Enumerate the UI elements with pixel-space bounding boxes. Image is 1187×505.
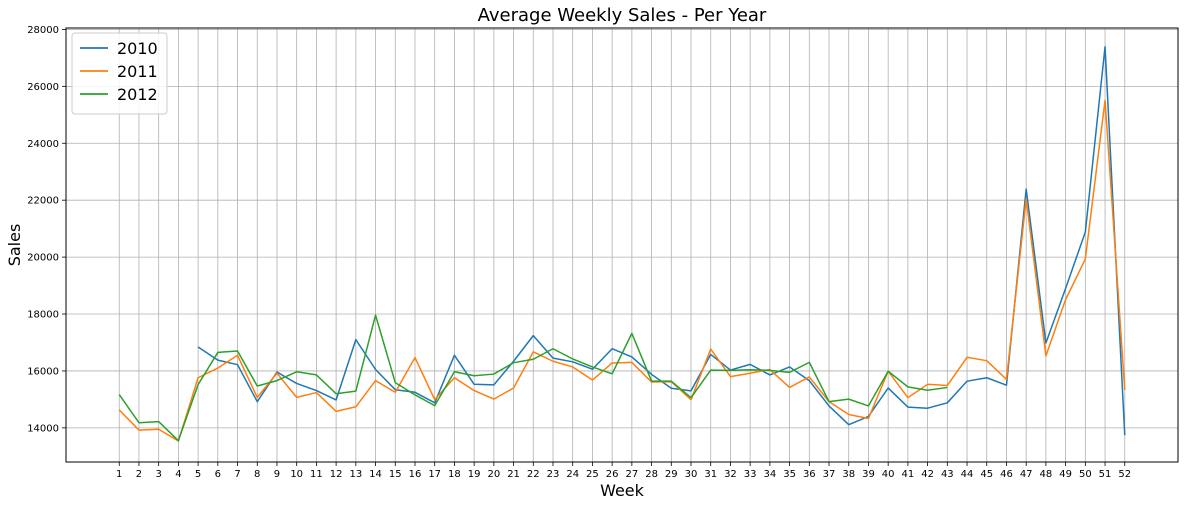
x-tick-label: 16 (409, 469, 422, 480)
legend-label-2010: 2010 (117, 39, 158, 58)
x-tick-label: 45 (980, 469, 993, 480)
y-tick-label: 18000 (27, 310, 59, 321)
y-tick-label: 28000 (27, 25, 59, 36)
x-tick-label: 33 (744, 469, 757, 480)
x-tick-label: 35 (783, 469, 796, 480)
x-axis-ticks: 1 2 3 4 5 6 7 8 9 10 11 12 13 14 15 16 17 18 19 20 21 22 23 24 2… (116, 462, 1131, 480)
x-tick-label: 22 (527, 469, 540, 480)
x-tick-label: 50 (1079, 469, 1092, 480)
x-tick-label: 40 (882, 469, 895, 480)
x-tick-label: 10 (290, 469, 303, 480)
x-tick-label: 51 (1099, 469, 1112, 480)
grid-lines (66, 28, 1178, 462)
x-tick-label: 15 (389, 469, 402, 480)
x-tick-label: 44 (961, 469, 974, 480)
x-tick-label: 21 (507, 469, 520, 480)
x-tick-label: 14 (369, 469, 382, 480)
x-tick-label: 5 (195, 469, 201, 480)
plot-frame (65, 27, 1179, 463)
x-tick-label: 39 (862, 469, 875, 480)
x-tick-label: 2 (136, 469, 142, 480)
x-tick-label: 52 (1118, 469, 1131, 480)
x-tick-label: 4 (175, 469, 181, 480)
x-tick-label: 46 (1000, 469, 1013, 480)
legend: 2010 2011 2012 (71, 32, 168, 115)
x-tick-label: 12 (330, 469, 343, 480)
y-tick-label: 26000 (27, 82, 59, 93)
x-tick-label: 34 (764, 469, 777, 480)
x-tick-label: 38 (842, 469, 855, 480)
x-tick-label: 8 (254, 469, 260, 480)
x-tick-label: 11 (310, 469, 323, 480)
legend-label-2012: 2012 (117, 85, 158, 104)
x-tick-label: 9 (274, 469, 280, 480)
x-tick-label: 1 (116, 469, 122, 480)
legend-label-2011: 2011 (117, 62, 158, 81)
x-tick-label: 18 (448, 469, 461, 480)
x-tick-label: 32 (724, 469, 737, 480)
series-layer (118, 46, 1126, 442)
x-tick-label: 26 (606, 469, 619, 480)
x-tick-label: 42 (921, 469, 934, 480)
series-line-2012 (118, 314, 948, 442)
x-tick-label: 36 (803, 469, 816, 480)
x-tick-label: 31 (704, 469, 717, 480)
x-tick-label: 41 (902, 469, 915, 480)
x-tick-label: 27 (625, 469, 638, 480)
x-tick-label: 24 (566, 469, 579, 480)
x-tick-label: 28 (645, 469, 658, 480)
y-tick-label: 24000 (27, 139, 59, 150)
x-tick-label: 13 (349, 469, 362, 480)
y-tick-label: 22000 (27, 196, 59, 207)
y-axis-label: Sales (5, 224, 24, 267)
x-tick-label: 19 (468, 469, 481, 480)
x-tick-label: 3 (155, 469, 161, 480)
x-tick-label: 6 (215, 469, 221, 480)
x-tick-label: 29 (665, 469, 678, 480)
x-tick-label: 23 (547, 469, 560, 480)
chart-title: Average Weekly Sales - Per Year (478, 5, 767, 26)
x-tick-label: 25 (586, 469, 599, 480)
y-tick-label: 20000 (27, 253, 59, 264)
x-tick-label: 20 (487, 469, 500, 480)
y-tick-label: 16000 (27, 366, 59, 377)
x-tick-label: 43 (941, 469, 954, 480)
x-tick-label: 7 (234, 469, 240, 480)
x-tick-label: 47 (1020, 469, 1033, 480)
x-tick-label: 37 (823, 469, 836, 480)
x-tick-label: 48 (1040, 469, 1053, 480)
series-line-2011 (118, 99, 1126, 442)
y-axis-ticks: 14000 16000 18000 20000 22000 24000 26000 28000 (27, 25, 66, 434)
y-tick-label: 14000 (27, 423, 59, 434)
series-line-2010 (197, 46, 1126, 436)
x-tick-label: 17 (428, 469, 441, 480)
x-tick-label: 30 (685, 469, 698, 480)
x-tick-label: 49 (1059, 469, 1072, 480)
x-axis-label: Week (600, 481, 645, 500)
